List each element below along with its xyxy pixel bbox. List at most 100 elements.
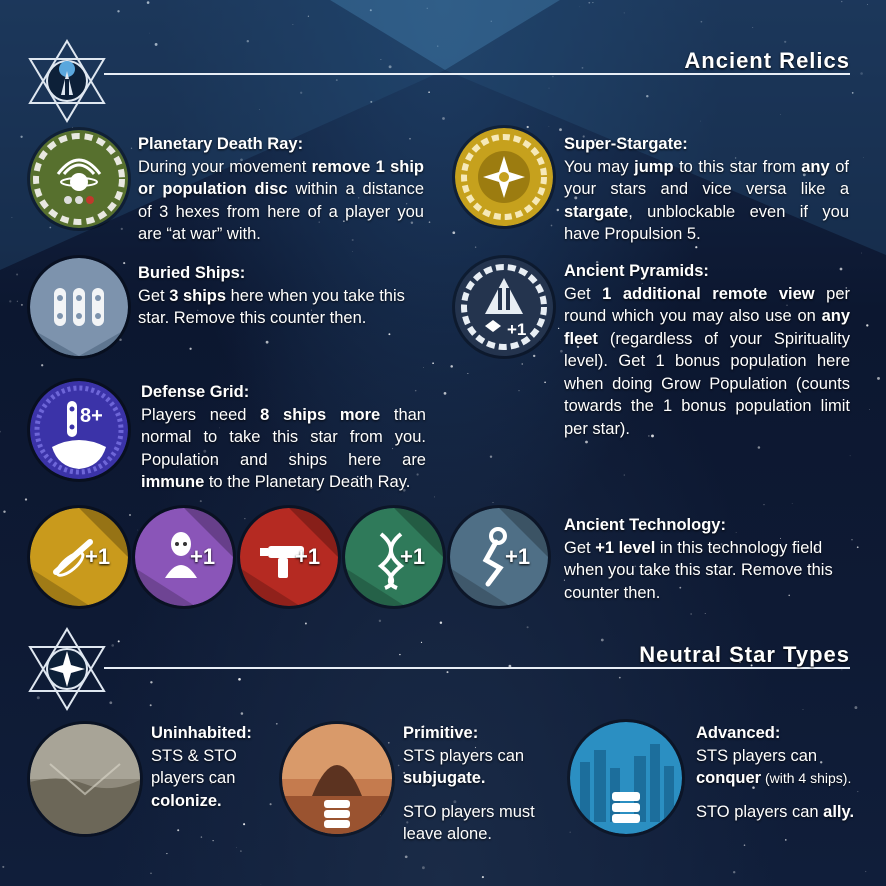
star-dot	[275, 722, 278, 725]
star-type-text: STS & STO players can	[151, 746, 237, 788]
spirituality-icon	[135, 508, 233, 606]
star-dot	[123, 262, 126, 265]
star-dot	[699, 120, 701, 122]
technology-plus-one-badge: +1	[85, 544, 111, 569]
star-dot	[265, 340, 269, 344]
star-dot	[0, 430, 1, 433]
relic-heading: Buried Ships:	[138, 264, 246, 282]
defense-grid-badge: 8+	[80, 405, 103, 427]
buried-ships-text: Buried Ships: Get 3 ships here when you t…	[138, 262, 426, 330]
star-type-text: (with 4 ships).	[761, 770, 852, 786]
star-dot	[387, 741, 390, 744]
star-dot	[24, 498, 28, 501]
star-dot	[841, 0, 843, 3]
star-type-emphasis: conquer	[696, 769, 762, 787]
technology-counter-genetics-icon: +1	[345, 508, 443, 606]
star-dot	[559, 128, 562, 132]
relic-heading: Super-Stargate:	[564, 135, 688, 153]
star-dot	[877, 376, 880, 380]
star-dot	[146, 1, 150, 4]
relic-text: Get	[564, 284, 603, 303]
star-dot	[868, 408, 870, 410]
relic-emphasis: any fleet	[564, 307, 850, 348]
star-dot	[16, 300, 18, 302]
ancient-pyramids-text: Ancient Pyramids: Get 1 additional remote…	[564, 260, 850, 440]
star-dot	[700, 20, 703, 23]
star-dot	[166, 853, 168, 855]
star-dot	[189, 347, 192, 350]
relic-emphasis: 8 ships more	[260, 405, 381, 424]
star-dot	[11, 216, 13, 218]
relic-heading: Ancient Technology:	[564, 516, 726, 534]
relic-emphasis: jump	[634, 157, 674, 176]
ancient-relics-header: Ancient Relics	[0, 30, 886, 123]
star-dot	[20, 303, 23, 306]
star-dot	[704, 613, 706, 614]
relic-text: of your stars and vice versa like a	[564, 157, 849, 199]
relic-heading: Defense Grid:	[141, 383, 250, 401]
neutral-star-types-header: Neutral Star Types	[0, 624, 886, 714]
star-type-heading: Primitive:	[403, 724, 479, 742]
star-dot	[532, 354, 536, 358]
star-dot	[474, 246, 477, 248]
star-type-text: STO players can	[696, 802, 824, 821]
star-dot	[557, 327, 560, 330]
star-dot	[490, 20, 492, 22]
star-dot	[526, 125, 529, 129]
propulsion-icon	[30, 508, 128, 606]
technology-plus-one-badge: +1	[400, 544, 426, 569]
star-dot	[49, 226, 52, 229]
star-dot	[240, 850, 242, 852]
defense-grid-text: Defense Grid: Players need 8 ships more t…	[141, 381, 426, 494]
star-dot	[20, 135, 23, 138]
star-dot	[866, 4, 868, 6]
relic-text: (regardless of your Spirituality level).…	[564, 329, 850, 438]
star-dot	[588, 1, 591, 4]
star-dot	[292, 24, 294, 25]
relic-emphasis: immune	[141, 473, 205, 491]
relic-text: Get	[564, 538, 596, 557]
star-dot	[428, 221, 431, 223]
star-dot	[16, 273, 19, 276]
relic-emphasis: 1 additional remote view	[602, 284, 815, 303]
star-dot	[492, 502, 494, 503]
genetics-icon	[345, 508, 443, 606]
uninhabited-star-icon	[30, 724, 140, 834]
star-dot	[137, 529, 139, 531]
relic-emphasis: remove 1 ship or population disc	[138, 157, 424, 199]
section-title: Ancient Relics	[684, 48, 850, 73]
star-dot	[422, 866, 425, 870]
defense-grid-icon: 8+	[30, 381, 128, 479]
star-dot	[423, 367, 424, 368]
relic-text: in this technology field when you take t…	[564, 538, 833, 602]
technology-counter-weapons-icon: +1	[240, 508, 338, 606]
star-dot	[117, 10, 120, 13]
relic-text: to the Planetary Death Ray.	[204, 473, 411, 491]
star-dot	[785, 839, 787, 841]
super-stargate-icon	[455, 128, 553, 226]
star-dot	[569, 831, 571, 833]
technology-counter-spirituality-icon: +1	[135, 508, 233, 606]
header-rule	[104, 73, 850, 75]
star-dot	[866, 324, 869, 327]
star-dot	[623, 12, 625, 14]
planetary-death-ray-icon	[30, 130, 128, 228]
star-dot	[426, 7, 428, 9]
star-dot	[481, 876, 484, 879]
star-dot	[397, 764, 400, 767]
star-type-heading: Advanced:	[696, 724, 781, 742]
star-type-text: STO players must leave alone.	[403, 802, 535, 844]
star-dot	[791, 503, 793, 504]
primitive-star-icon	[282, 724, 392, 834]
relic-text: per round which you may also use on	[564, 284, 851, 326]
relic-text: Players need	[141, 405, 261, 424]
star-dot	[212, 840, 214, 842]
star-type-heading: Uninhabited:	[151, 724, 252, 742]
robotics-icon	[450, 508, 548, 606]
technology-plus-one-badge: +1	[190, 544, 216, 569]
star-dot	[243, 823, 246, 826]
star-dot	[129, 514, 131, 516]
star-dot	[690, 613, 692, 615]
neutral-star-emblem-icon	[28, 627, 106, 711]
star-dot	[244, 518, 246, 520]
